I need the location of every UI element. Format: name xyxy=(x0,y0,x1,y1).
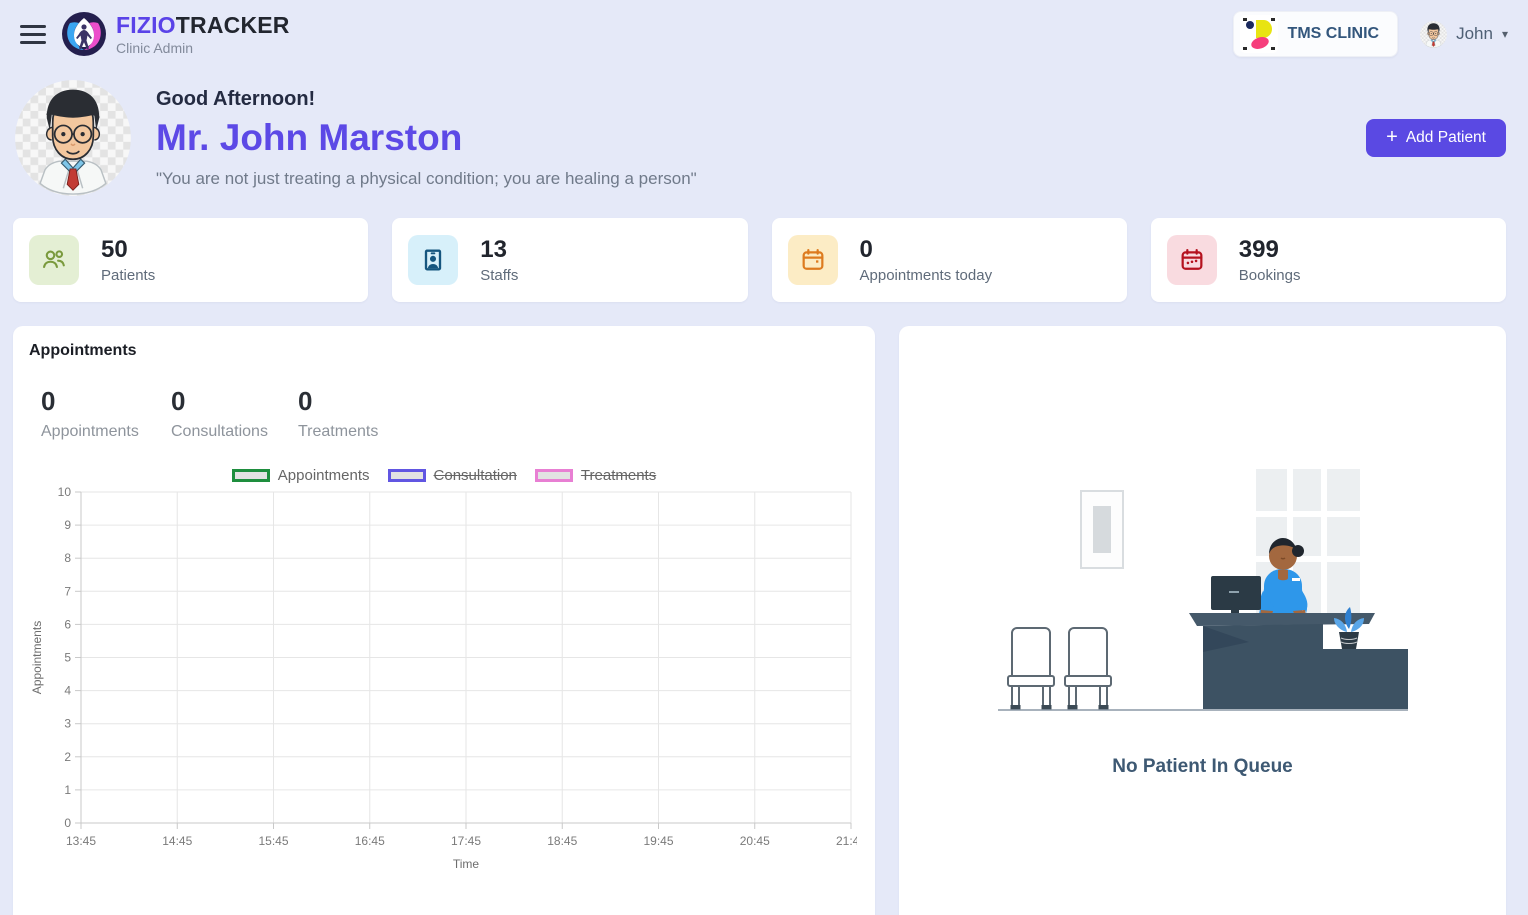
fiziotracker-logo-icon xyxy=(62,12,106,56)
svg-text:7: 7 xyxy=(64,584,71,598)
greeting-user-name: Mr. John Marston xyxy=(156,116,463,158)
legend-item-treatments[interactable]: Treatments xyxy=(534,467,657,484)
patients-icon xyxy=(29,235,79,285)
menu-hamburger-icon[interactable] xyxy=(20,20,46,49)
svg-text:Time: Time xyxy=(453,857,480,871)
user-menu[interactable]: John ▾ xyxy=(1420,20,1508,48)
user-avatar xyxy=(1420,20,1448,48)
legend-label: Consultation xyxy=(433,467,517,484)
svg-text:8: 8 xyxy=(64,551,71,565)
legend-label: Treatments xyxy=(580,467,657,484)
legend-swatch xyxy=(231,469,270,482)
svg-text:4: 4 xyxy=(64,684,71,698)
svg-text:14:45: 14:45 xyxy=(162,834,192,848)
legend-label: Appointments xyxy=(277,467,370,484)
stat-card-appointments-today[interactable]: 0 Appointments today xyxy=(771,218,1127,302)
app-header: FIZIOTRACKER Clinic Admin TMS CLINIC Joh… xyxy=(0,0,1528,66)
stat-label: Bookings xyxy=(1238,266,1301,284)
counter-appointments: 0 Appointments xyxy=(41,386,139,440)
brand-subtitle: Clinic Admin xyxy=(116,40,194,56)
appointments-panel: Appointments 0 Appointments 0 Consultati… xyxy=(13,326,875,915)
user-name: John xyxy=(1456,24,1493,43)
svg-text:17:45: 17:45 xyxy=(451,834,481,848)
motivational-quote: "You are not just treating a physical co… xyxy=(156,168,697,188)
svg-text:10: 10 xyxy=(58,486,72,499)
svg-text:21:45: 21:45 xyxy=(836,834,857,848)
clinic-selector-button[interactable]: TMS CLINIC xyxy=(1232,11,1399,57)
legend-item-appointments[interactable]: Appointments xyxy=(231,467,370,484)
salutation: Good Afternoon! xyxy=(156,87,316,110)
svg-text:20:45: 20:45 xyxy=(740,834,770,848)
add-patient-button[interactable]: + Add Patient xyxy=(1366,119,1506,157)
legend-swatch xyxy=(534,469,573,482)
svg-text:19:45: 19:45 xyxy=(643,834,673,848)
tms-clinic-logo-icon xyxy=(1239,15,1278,53)
brand: FIZIOTRACKER Clinic Admin xyxy=(60,10,290,58)
chevron-down-icon: ▾ xyxy=(1501,27,1508,41)
svg-text:6: 6 xyxy=(64,617,71,631)
stat-label: Patients xyxy=(101,266,156,284)
svg-text:0: 0 xyxy=(64,816,71,830)
empty-queue-message: No Patient In Queue xyxy=(1112,756,1293,777)
brand-name-secondary: TRACKER xyxy=(175,12,290,38)
stat-value: 50 xyxy=(101,236,128,264)
stat-card-patients[interactable]: 50 Patients xyxy=(13,218,369,302)
plus-icon: + xyxy=(1386,126,1398,148)
stat-label: Staffs xyxy=(480,266,519,284)
svg-text:5: 5 xyxy=(64,651,71,665)
svg-text:2: 2 xyxy=(64,750,71,764)
svg-text:16:45: 16:45 xyxy=(355,834,385,848)
patient-queue-panel: No Patient In Queue xyxy=(899,326,1506,915)
svg-text:18:45: 18:45 xyxy=(547,834,577,848)
legend-item-consultation[interactable]: Consultation xyxy=(387,467,517,484)
clinic-name: TMS CLINIC xyxy=(1287,25,1380,42)
counter-treatments: 0 Treatments xyxy=(298,386,379,440)
calendar-icon xyxy=(787,235,838,285)
svg-text:13:45: 13:45 xyxy=(66,834,96,848)
stat-value: 13 xyxy=(480,236,507,264)
svg-text:3: 3 xyxy=(64,717,71,731)
greeting-section: Good Afternoon! Mr. John Marston "You ar… xyxy=(0,66,1528,206)
stat-value: 399 xyxy=(1238,236,1279,264)
stats-row: 50 Patients 13 Staffs 0 Appointments tod… xyxy=(0,206,1528,302)
svg-text:15:45: 15:45 xyxy=(258,834,288,848)
counter-consultations: 0 Consultations xyxy=(171,386,268,440)
calendar-dots-icon xyxy=(1166,235,1217,285)
appointments-panel-title: Appointments xyxy=(29,342,137,359)
stat-card-bookings[interactable]: 399 Bookings xyxy=(1150,218,1506,302)
staff-badge-icon xyxy=(408,235,459,285)
appointments-chart[interactable]: 0 1 2 3 4 5 6 7 8 9 10 13:45 14:45 15:45 16:45 17:45 18:… xyxy=(29,485,866,878)
stat-label: Appointments today xyxy=(859,266,993,284)
svg-text:9: 9 xyxy=(64,518,71,532)
add-patient-label: Add Patient xyxy=(1405,129,1486,146)
legend-swatch xyxy=(387,469,426,482)
stat-card-staffs[interactable]: 13 Staffs xyxy=(392,218,748,302)
appointments-counters: 0 Appointments 0 Consultations 0 Treatme… xyxy=(41,386,847,441)
svg-text:1: 1 xyxy=(64,783,71,797)
chart-legend: Appointments Consultation Treatments xyxy=(29,467,859,484)
brand-name-primary: FIZIO xyxy=(116,12,176,38)
empty-queue-illustration xyxy=(997,469,1408,711)
stat-value: 0 xyxy=(859,236,873,264)
svg-text:Appointments: Appointments xyxy=(30,621,44,694)
profile-avatar xyxy=(15,80,131,196)
